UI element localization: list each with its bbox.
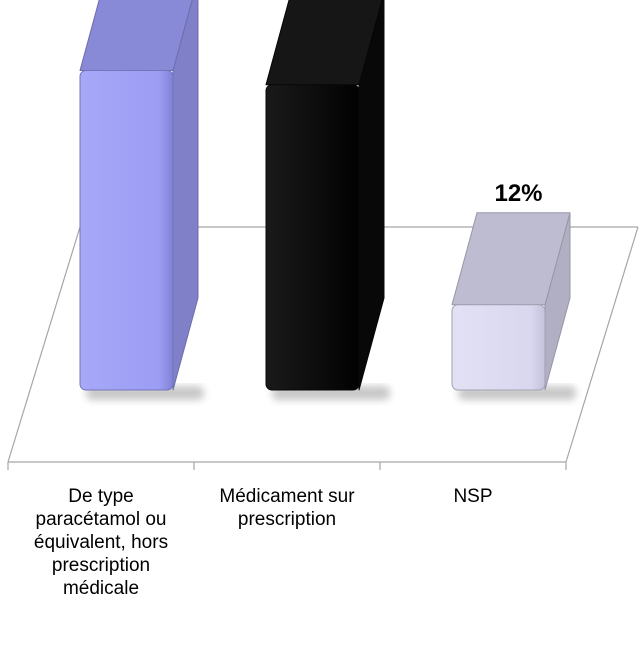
bar-0: 45% — [79, 0, 204, 400]
floor-left-edge — [7, 226, 81, 463]
bar-0-front — [79, 70, 174, 391]
category-label-2: NSP — [453, 486, 493, 507]
bar-1-front — [265, 84, 360, 391]
floor-right-edge — [565, 226, 639, 463]
bar-2-front — [451, 304, 546, 391]
data-label-2: 12% — [494, 180, 542, 207]
bar-1: 43% — [265, 0, 390, 400]
category-label-1: Médicament sur prescription — [219, 486, 355, 530]
category-label-0: De type paracétamol ou équivalent, hors … — [33, 486, 169, 599]
bars: 45% 43% 12% — [79, 0, 576, 400]
bar-2: 12% — [451, 180, 576, 400]
